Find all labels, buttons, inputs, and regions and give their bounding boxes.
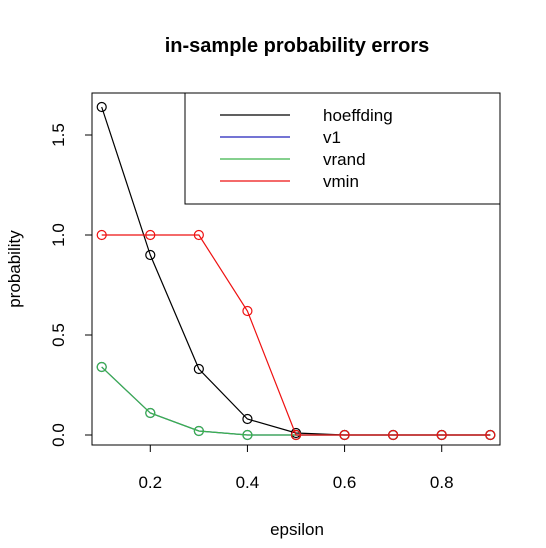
legend-item: vmin bbox=[220, 172, 359, 191]
legend-item: v1 bbox=[220, 128, 341, 147]
legend-item: vrand bbox=[220, 150, 366, 169]
legend-label: v1 bbox=[323, 128, 341, 147]
data-point bbox=[96, 361, 107, 373]
legend-label: hoeffding bbox=[323, 106, 393, 125]
data-point bbox=[145, 229, 156, 241]
legend-label: vmin bbox=[323, 172, 359, 191]
series-layer bbox=[96, 101, 496, 441]
legend-box bbox=[184, 92, 501, 205]
x-tick-label: 0.8 bbox=[430, 473, 454, 492]
chart-title: in-sample probability errors bbox=[165, 35, 430, 57]
y-tick-label: 0.0 bbox=[49, 423, 68, 447]
data-point bbox=[242, 413, 253, 425]
series-line bbox=[101, 234, 491, 436]
legend: hoeffding v1 vrand vmin bbox=[184, 92, 501, 205]
data-point bbox=[193, 363, 204, 375]
x-tick-label: 0.6 bbox=[333, 473, 357, 492]
data-point bbox=[193, 425, 204, 437]
y-tick-label: 0.5 bbox=[49, 323, 68, 347]
legend-item: hoeffding bbox=[220, 106, 393, 125]
data-point bbox=[388, 429, 399, 441]
y-tick-label: 1.5 bbox=[49, 123, 68, 147]
data-point bbox=[290, 429, 302, 441]
x-axis-label: epsilon bbox=[270, 520, 324, 539]
data-point bbox=[242, 305, 253, 317]
data-point bbox=[485, 429, 496, 441]
y-axis: 0.0 0.5 1.0 1.5 bbox=[49, 123, 93, 447]
data-point bbox=[145, 249, 156, 261]
data-point bbox=[145, 407, 156, 419]
data-point bbox=[96, 229, 107, 241]
series-line bbox=[101, 366, 491, 436]
data-point bbox=[436, 429, 447, 441]
data-point bbox=[339, 429, 350, 441]
y-axis-label: probability bbox=[5, 230, 24, 308]
x-tick-label: 0.4 bbox=[236, 473, 260, 492]
x-tick-label: 0.2 bbox=[138, 473, 162, 492]
data-point bbox=[242, 429, 253, 441]
y-tick-label: 1.0 bbox=[49, 223, 68, 247]
data-point bbox=[193, 229, 204, 241]
legend-label: vrand bbox=[323, 150, 366, 169]
series-vmin bbox=[96, 229, 496, 441]
data-point bbox=[96, 101, 107, 113]
x-axis: 0.2 0.4 0.6 0.8 bbox=[138, 444, 454, 492]
series-line bbox=[101, 366, 491, 436]
